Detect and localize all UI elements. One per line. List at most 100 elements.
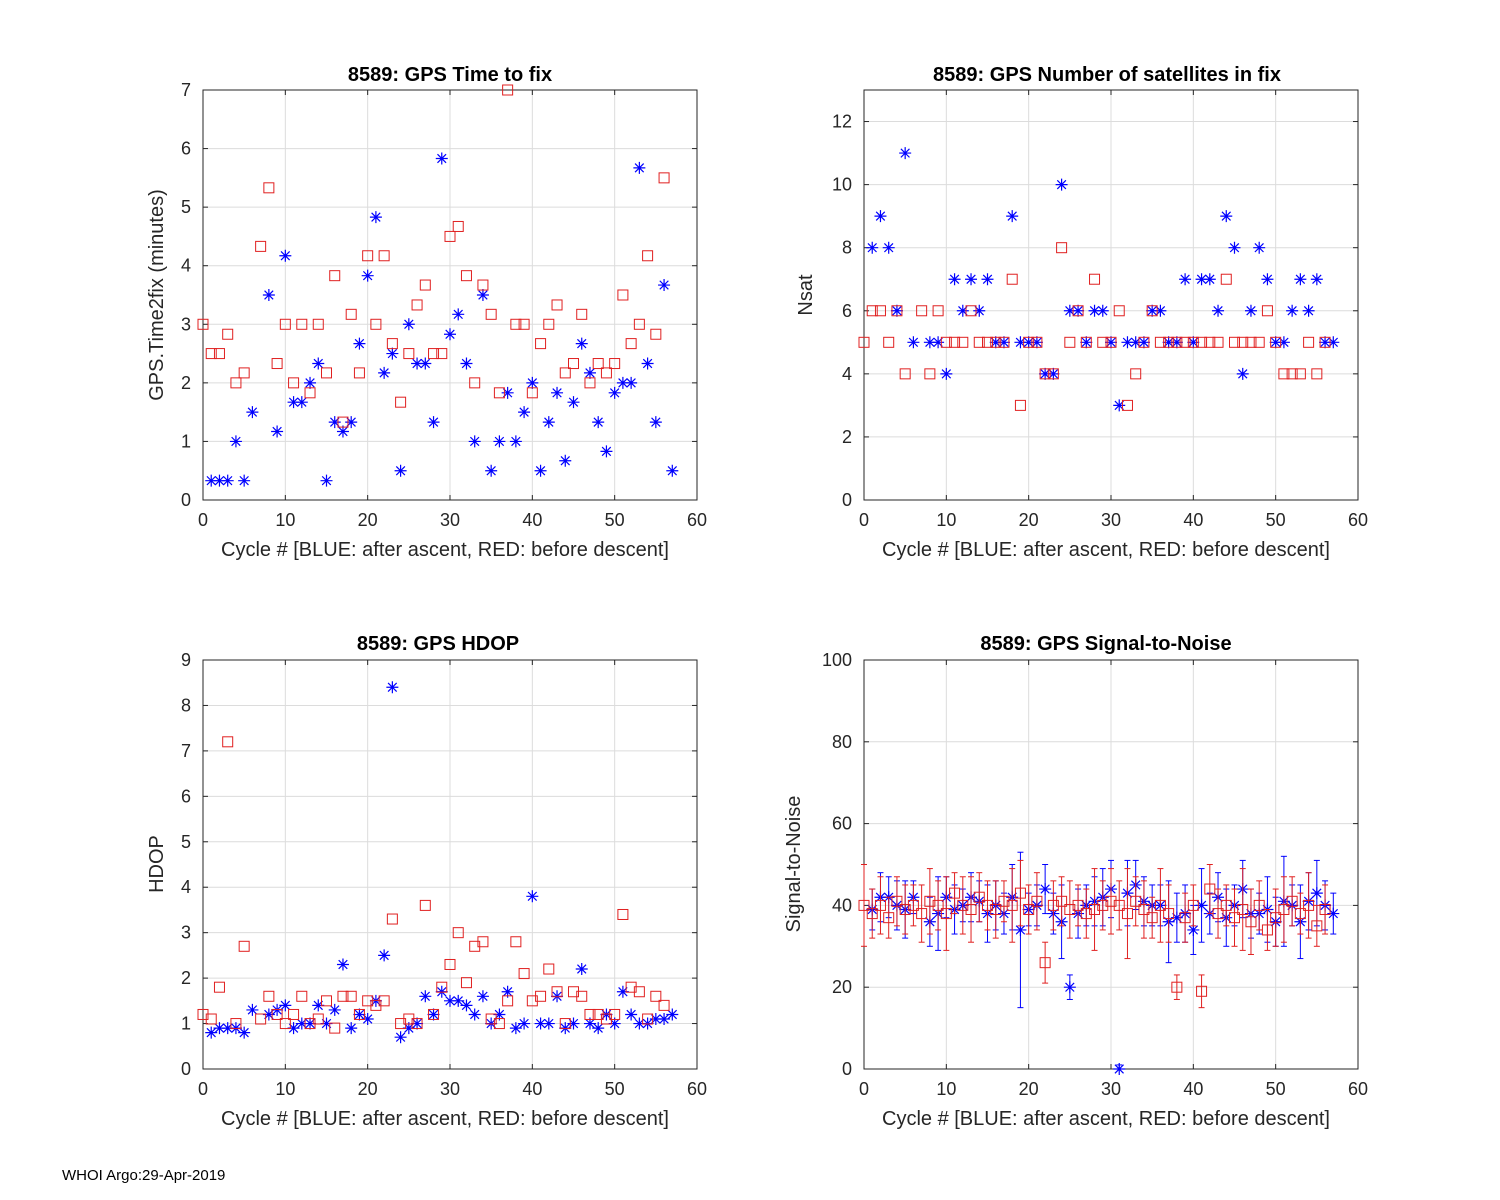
data-point-square <box>1163 336 1175 348</box>
data-point-star <box>1187 923 1200 936</box>
data-point-star <box>1179 273 1192 286</box>
x-tick-label: 40 <box>522 510 542 530</box>
data-point-square <box>1072 305 1084 317</box>
data-point-star <box>907 336 920 349</box>
data-point-square <box>321 367 332 379</box>
y-tick-label: 7 <box>181 741 191 761</box>
data-point-star <box>378 949 391 962</box>
data-point-square <box>452 220 464 232</box>
x-tick-label: 0 <box>198 510 208 530</box>
data-point-square <box>957 899 969 911</box>
data-point-square <box>205 1013 217 1025</box>
data-point-square <box>957 336 969 348</box>
data-point-star <box>542 416 555 429</box>
x-tick-label: 10 <box>936 1079 956 1099</box>
data-point-star <box>1277 336 1290 349</box>
data-point-star <box>1039 883 1052 896</box>
data-point-star <box>1014 923 1027 936</box>
data-point-star <box>989 336 1002 349</box>
data-point-star <box>336 958 349 971</box>
data-point-star <box>295 396 308 409</box>
data-point-square <box>1229 336 1240 348</box>
data-point-square <box>1014 399 1026 411</box>
data-point-star <box>616 985 629 998</box>
data-point-star <box>1319 336 1332 349</box>
data-point-star <box>1154 304 1167 317</box>
data-point-star <box>666 464 679 477</box>
data-point-square <box>1196 985 1208 997</box>
data-point-star <box>567 1017 580 1030</box>
data-point-square <box>1303 899 1315 911</box>
data-point-square <box>288 377 300 389</box>
data-point-square <box>510 318 522 330</box>
data-point-square <box>411 299 423 311</box>
data-point-square <box>1039 368 1051 380</box>
data-point-star <box>246 406 259 419</box>
data-point-star <box>238 474 251 487</box>
data-point-square <box>1311 368 1323 380</box>
data-point-square <box>1303 336 1315 348</box>
data-point-square <box>1220 899 1232 911</box>
data-point-star <box>633 161 646 174</box>
data-point-square <box>949 887 961 899</box>
data-point-square <box>296 318 308 330</box>
y-tick-label: 1 <box>181 431 191 451</box>
data-point-star <box>874 210 887 223</box>
data-point-square <box>1056 242 1068 254</box>
data-point-square <box>460 270 472 282</box>
data-point-star <box>997 336 1010 349</box>
data-point-star <box>567 396 580 409</box>
data-point-star <box>345 1022 358 1035</box>
data-point-square <box>600 367 612 379</box>
data-point-star <box>493 435 506 448</box>
data-point-star <box>460 357 473 370</box>
data-point-square <box>238 367 250 379</box>
data-point-square <box>916 305 928 317</box>
data-point-square <box>1253 336 1265 348</box>
data-point-square <box>568 358 579 370</box>
y-tick-label: 6 <box>181 786 191 806</box>
data-point-square <box>576 990 588 1002</box>
data-point-star <box>279 249 292 262</box>
y-tick-label: 2 <box>181 373 191 393</box>
data-point-star <box>542 1017 555 1030</box>
data-point-square <box>1146 912 1158 924</box>
data-point-star <box>1195 899 1208 912</box>
data-point-square <box>633 318 645 330</box>
data-point-square <box>559 367 571 379</box>
data-point-square <box>1237 903 1249 915</box>
x-tick-label: 20 <box>358 1079 378 1099</box>
x-axis-label: Cycle # [BLUE: after ascent, RED: before… <box>882 539 1330 561</box>
data-point-star <box>1014 336 1027 349</box>
data-point-square <box>1113 305 1125 317</box>
x-tick-label: 20 <box>1019 510 1039 530</box>
data-point-square <box>222 328 234 340</box>
data-point-star <box>1022 336 1035 349</box>
data-point-star <box>1039 367 1052 380</box>
x-tick-label: 50 <box>605 1079 625 1099</box>
data-point-square <box>576 308 588 320</box>
data-point-square <box>940 336 952 348</box>
data-point-square <box>1196 336 1208 348</box>
data-point-star <box>501 985 514 998</box>
data-point-star <box>559 454 572 467</box>
data-point-star <box>1047 367 1060 380</box>
data-point-square <box>658 172 670 184</box>
data-point-square <box>907 899 919 911</box>
data-point-square <box>271 1008 283 1020</box>
y-tick-label: 20 <box>832 977 852 997</box>
data-point-square <box>493 1018 505 1030</box>
data-point-star <box>633 1017 646 1030</box>
data-point-square <box>238 940 250 952</box>
data-point-square <box>965 305 977 317</box>
x-tick-label: 30 <box>1101 510 1121 530</box>
data-point-square <box>362 250 374 262</box>
data-point-star <box>1327 907 1340 920</box>
x-tick-label: 60 <box>1348 1079 1368 1099</box>
data-point-star <box>1212 304 1225 317</box>
data-point-square <box>477 936 489 948</box>
data-point-star <box>287 1022 300 1035</box>
data-point-square <box>1179 336 1191 348</box>
data-point-star <box>468 435 481 448</box>
data-point-star <box>312 999 325 1012</box>
